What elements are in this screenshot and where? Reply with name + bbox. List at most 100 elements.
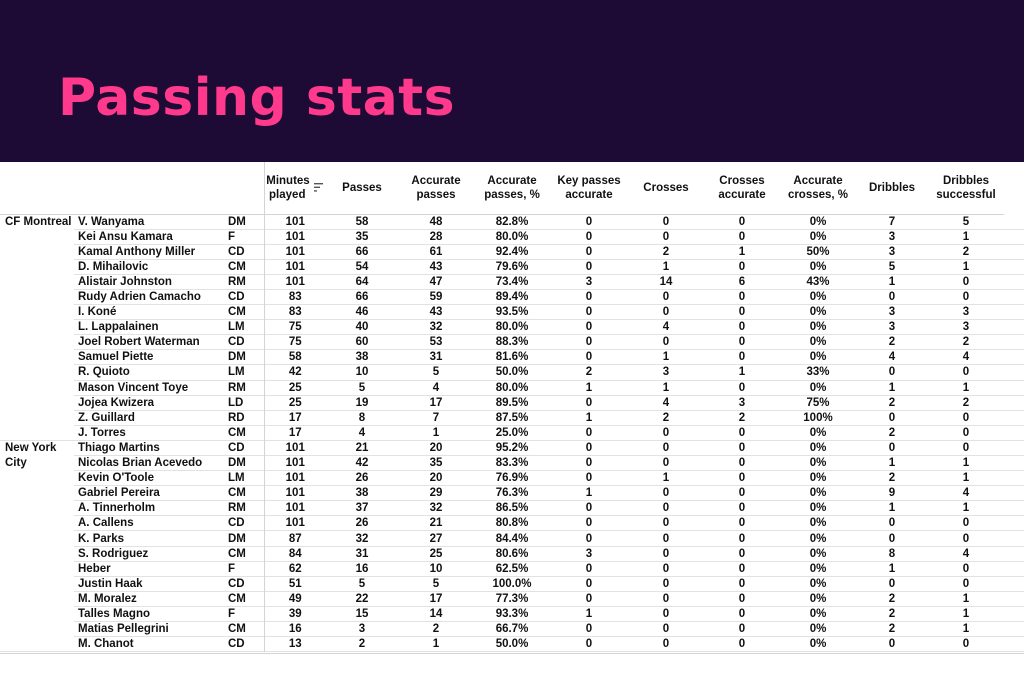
position-cell: CD: [228, 517, 245, 530]
passes-header[interactable]: Passes: [326, 162, 398, 215]
crosses-cell: 0: [662, 592, 670, 605]
passes-cell: 8: [358, 411, 366, 424]
sort-descending-icon[interactable]: [314, 183, 324, 192]
crosses-pct-cell: 0%: [809, 472, 827, 485]
passes-header-label: Passes: [342, 181, 382, 194]
position-cell: CM: [228, 592, 246, 605]
crosses-accurate-cell: 0: [738, 321, 746, 334]
key-passes-cell: 0: [585, 441, 593, 454]
dribbles-successful-cell: 0: [962, 517, 970, 530]
accurate-passes-pct-cell: 79.6%: [495, 260, 529, 273]
crosses-pct-header[interactable]: Accurate crosses, %: [780, 162, 856, 215]
table-row: Nicolas Brian Acevedo DM 101 42 35 83.3% 0 0 0 0%…: [0, 455, 1024, 471]
passes-cell: 66: [355, 291, 369, 304]
key-passes-cell: 0: [585, 577, 593, 590]
table-row: Samuel Piette DM 58 38 31 81.6% 0 1 0 0% 4 4: [0, 349, 1024, 365]
passes-cell: 64: [355, 275, 369, 288]
key-passes-cell: 0: [585, 260, 593, 273]
position-cell: RD: [228, 411, 245, 424]
dribbles-successful-cell: 3: [962, 321, 970, 334]
key-passes-cell: 0: [585, 215, 593, 228]
dribbles-successful-cell: 4: [962, 547, 970, 560]
crosses-accurate-cell: 0: [738, 260, 746, 273]
accurate-passes-pct-cell: 76.9%: [495, 472, 529, 485]
dribbles-cell: 1: [888, 502, 896, 515]
crosses-pct-cell: 0%: [809, 426, 827, 439]
dribbles-cell: 8: [888, 547, 896, 560]
key-passes-cell: 0: [585, 426, 593, 439]
player-name-cell: D. Mihailovic: [78, 260, 149, 273]
key-passes-cell: 0: [585, 532, 593, 545]
minutes-cell: 101: [263, 515, 326, 531]
crosses-accurate-cell: 6: [738, 275, 746, 288]
dribbles-cell: 5: [888, 260, 896, 273]
accurate-passes-pct-cell: 80.6%: [495, 547, 529, 560]
dribbles-successful-cell: 2: [962, 245, 970, 258]
table-row: Rudy Adrien Camacho CD 83 66 59 89.4% 0 0 0 0% 0 0: [0, 289, 1024, 305]
accurate-passes-pct-cell: 83.3%: [495, 457, 529, 470]
crosses-pct-cell: 0%: [809, 592, 827, 605]
dribbles-cell: 9: [888, 487, 896, 500]
accurate-passes-cell: 21: [429, 517, 443, 530]
table-row: Talles Magno F 39 15 14 93.3% 1 0 0 0% 2 1: [0, 606, 1024, 622]
dribbles-cell: 3: [888, 306, 896, 319]
position-cell: CD: [228, 245, 245, 258]
crosses-cell: 0: [662, 638, 670, 651]
key-passes-cell: 0: [585, 351, 593, 364]
dribbles-successful-cell: 2: [962, 396, 970, 409]
accurate-passes-pct-cell: 93.5%: [495, 306, 529, 319]
table-row: D. Mihailovic CM 101 54 43 79.6% 0 1 0 0% 5 1: [0, 259, 1024, 275]
crosses-cell: 3: [662, 366, 670, 379]
player-name-cell: S. Rodriguez: [78, 547, 149, 560]
accurate-passes-header[interactable]: Accurate passes: [398, 162, 474, 215]
crosses-accurate-cell: 3: [738, 396, 746, 409]
table-row: Gabriel Pereira CM 101 38 29 76.3% 1 0 0 0% 9 4: [0, 485, 1024, 501]
accurate-passes-pct-cell: 25.0%: [495, 426, 529, 439]
player-name-cell: Rudy Adrien Camacho: [78, 291, 201, 304]
player-name-cell: Alistair Johnston: [78, 275, 172, 288]
passes-cell: 42: [355, 457, 369, 470]
dribbles-cell: 0: [888, 638, 896, 651]
key-passes-cell: 1: [585, 487, 593, 500]
accurate-passes-cell: 32: [429, 321, 443, 334]
dribbles-cell: 3: [888, 321, 896, 334]
dribbles-successful-cell: 3: [962, 306, 970, 319]
crosses-pct-cell: 0%: [809, 607, 827, 620]
crosses-accurate-header-label: Crosses accurate: [718, 174, 766, 201]
accurate-passes-cell: 14: [429, 607, 443, 620]
crosses-cell: 0: [662, 607, 670, 620]
crosses-accurate-header[interactable]: Crosses accurate: [704, 162, 780, 215]
crosses-accurate-cell: 0: [738, 291, 746, 304]
crosses-pct-cell: 33%: [806, 366, 830, 379]
key-passes-header[interactable]: Key passes accurate: [550, 162, 628, 215]
table-row: Jojea Kwizera LD 25 19 17 89.5% 0 4 3 75% 2 2: [0, 395, 1024, 411]
table-row: Justin Haak CD 51 5 5 100.0% 0 0 0 0% 0 0: [0, 576, 1024, 592]
minutes-header[interactable]: Minutes played: [263, 162, 326, 215]
position-cell: F: [228, 607, 236, 620]
crosses-pct-cell: 0%: [809, 215, 827, 228]
crosses-accurate-cell: 0: [738, 607, 746, 620]
accurate-passes-pct-cell: 89.5%: [495, 396, 529, 409]
dribbles-successful-header-label: Dribbles successful: [936, 174, 996, 201]
dribbles-successful-cell: 4: [962, 487, 970, 500]
table-body: CF Montreal V. Wanyama DM 101 58 48 82.8% 0 0 0 0%…: [0, 214, 1024, 652]
dribbles-cell: 2: [888, 396, 896, 409]
dribbles-successful-header[interactable]: Dribbles successful: [928, 162, 1004, 215]
table-row: New York City Thiago Martins CD 101 21 20 95.2…: [0, 440, 1024, 469]
crosses-header[interactable]: Crosses: [628, 162, 704, 215]
crosses-cell: 0: [662, 623, 670, 636]
crosses-accurate-cell: 0: [738, 592, 746, 605]
dribbles-successful-cell: 0: [962, 638, 970, 651]
player-name-cell: M. Chanot: [78, 638, 134, 651]
minutes-cell: 101: [263, 470, 326, 486]
crosses-accurate-cell: 0: [738, 215, 746, 228]
minutes-cell: 62: [263, 561, 326, 577]
dribbles-successful-cell: 0: [962, 426, 970, 439]
position-cell: RM: [228, 381, 246, 394]
dribbles-header[interactable]: Dribbles: [856, 162, 928, 215]
dribbles-successful-cell: 1: [962, 502, 970, 515]
crosses-pct-cell: 0%: [809, 487, 827, 500]
accurate-passes-pct-header[interactable]: Accurate passes, %: [474, 162, 550, 215]
dribbles-successful-cell: 1: [962, 472, 970, 485]
table-row: Z. Guillard RD 17 8 7 87.5% 1 2 2 100% 0 0: [0, 410, 1024, 426]
